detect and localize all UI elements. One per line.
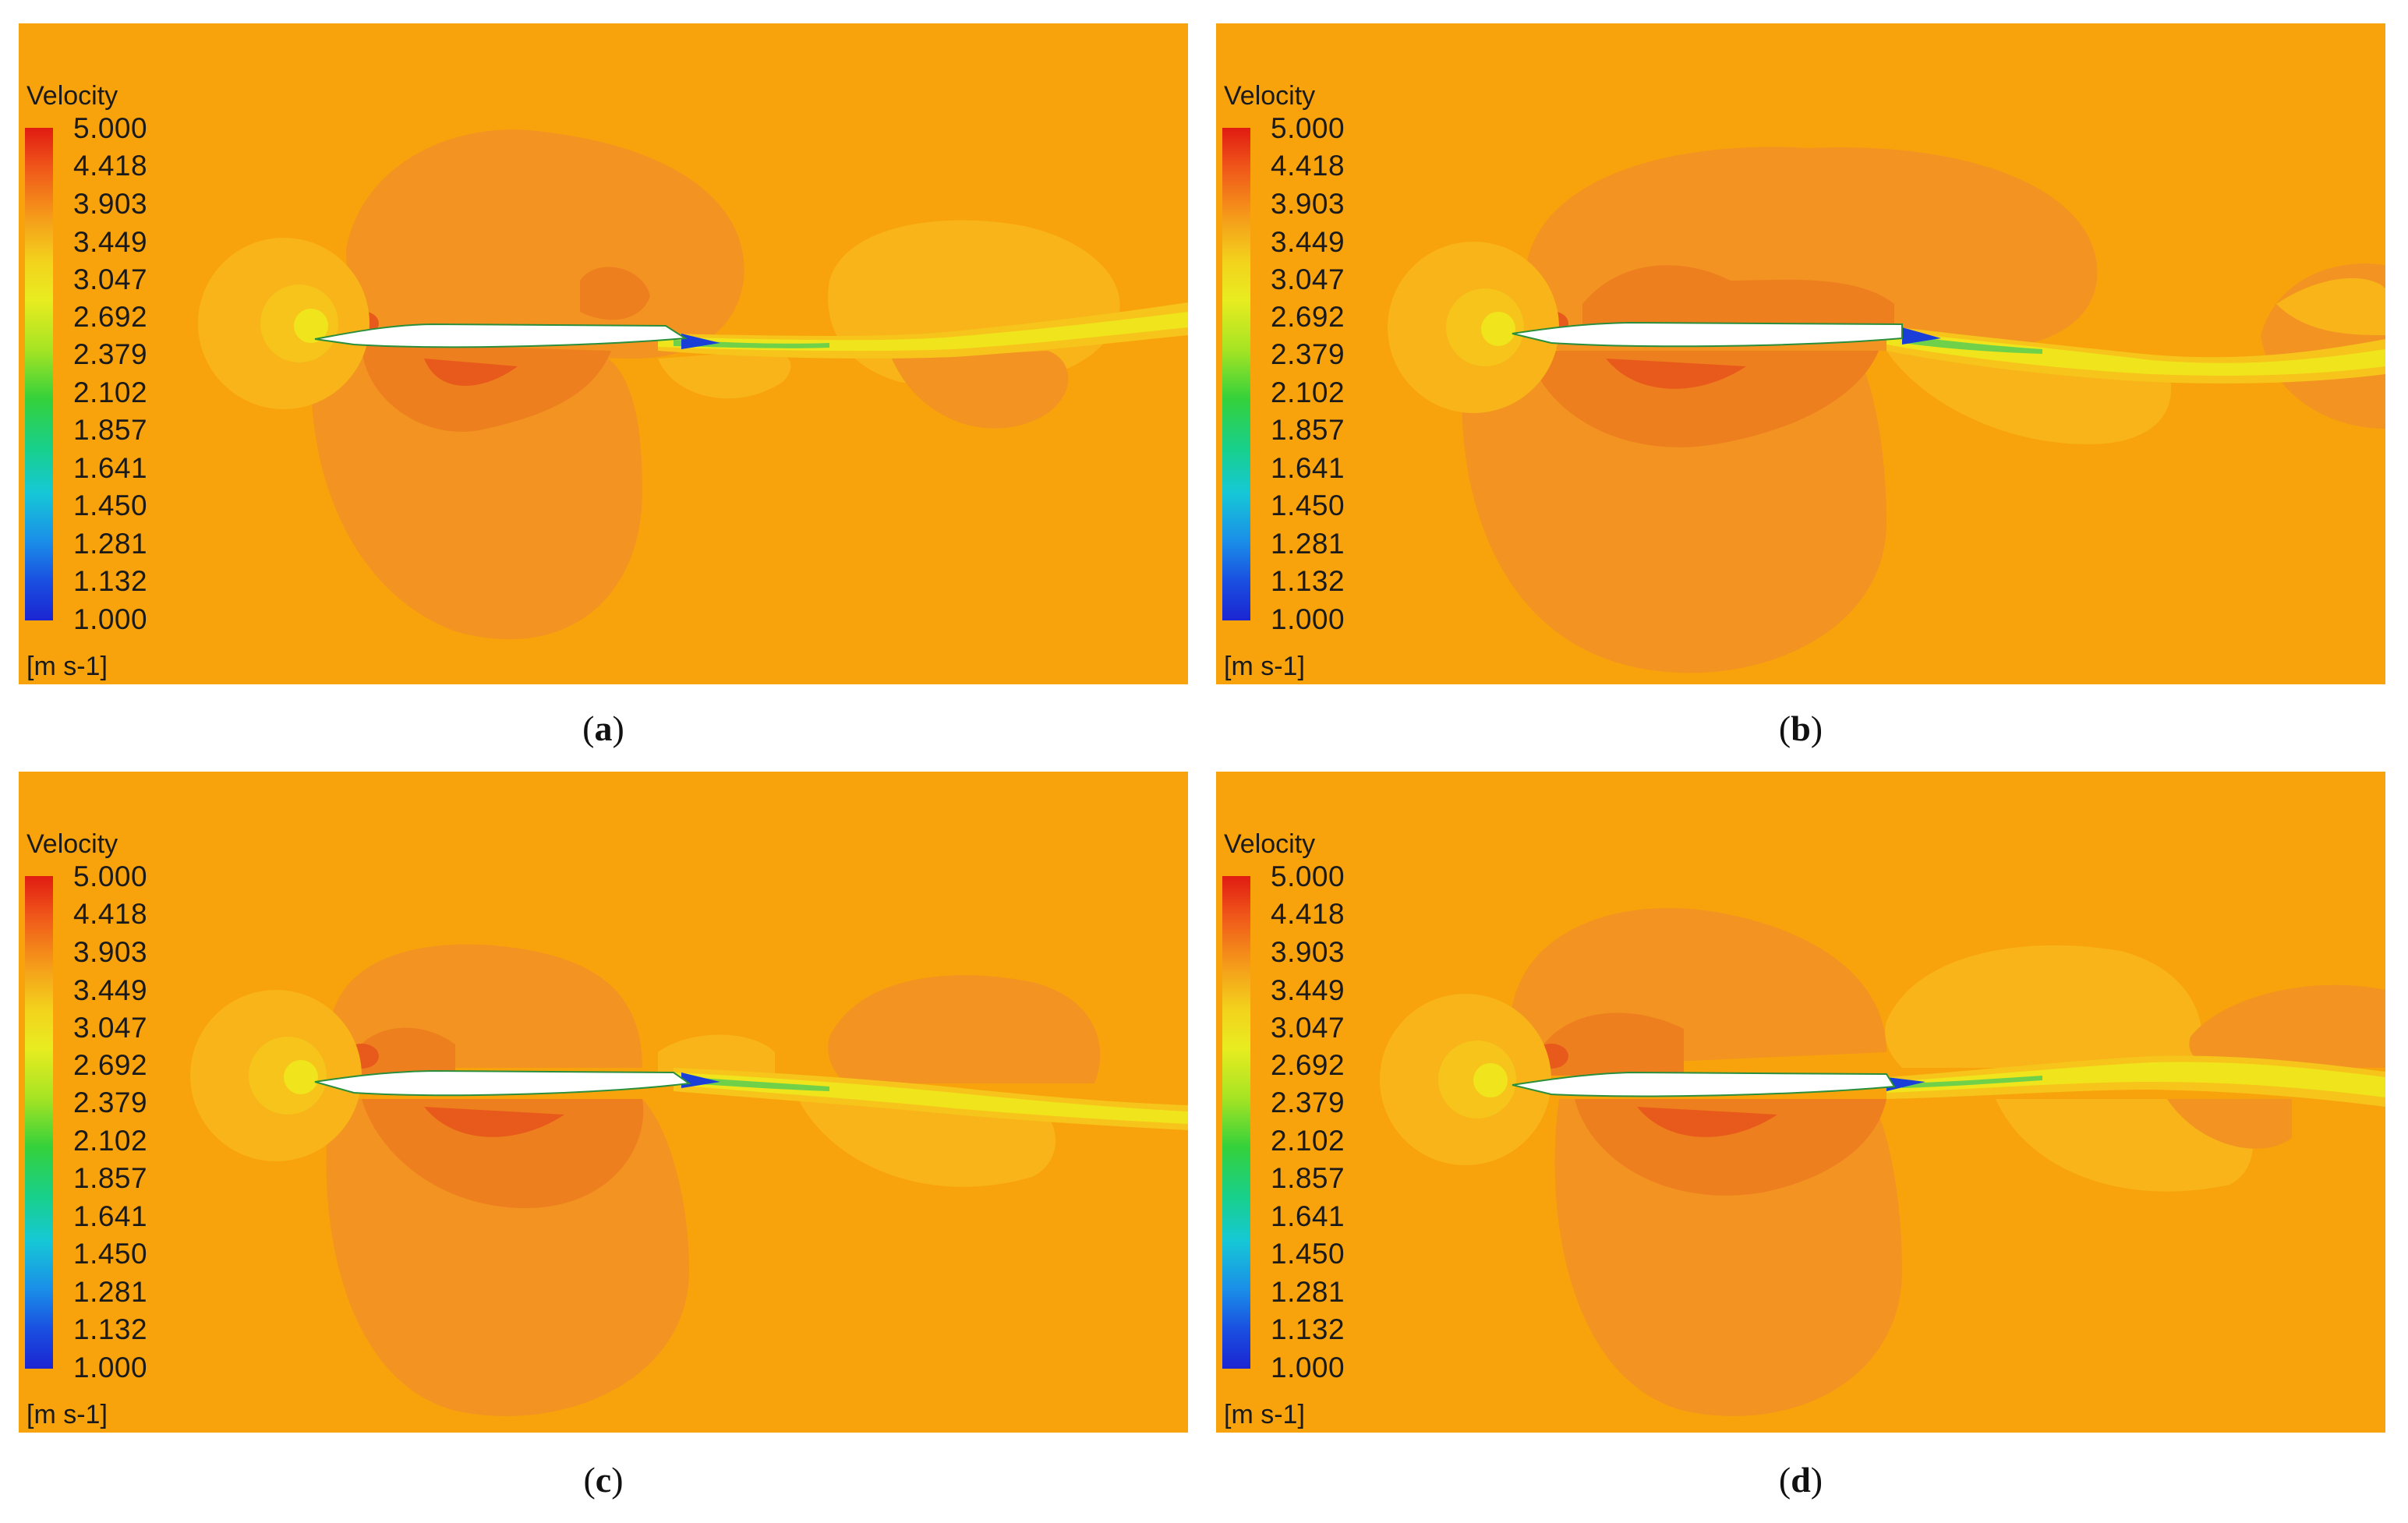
tick-label: 2.692 — [73, 1049, 148, 1081]
legend-title: Velocity — [1224, 81, 1316, 111]
tick-label: 4.418 — [73, 150, 148, 182]
unit-label: [m s-1] — [27, 652, 108, 681]
legend-title: Velocity — [27, 81, 118, 111]
tick-label: 3.047 — [1271, 263, 1345, 295]
colorbar — [25, 128, 53, 620]
unit-label: [m s-1] — [1224, 1400, 1305, 1429]
caption-letter: d — [1791, 1460, 1811, 1500]
tick-label: 5.000 — [73, 112, 148, 144]
tick-label: 1.641 — [1271, 452, 1345, 484]
tick-label: 1.857 — [73, 414, 148, 446]
tick-label: 3.449 — [73, 974, 148, 1006]
tick-label: 1.641 — [1271, 1200, 1345, 1232]
tick-label: 4.418 — [73, 898, 148, 930]
tick-label: 1.000 — [73, 1352, 148, 1383]
tick-label: 1.857 — [1271, 1162, 1345, 1194]
tick-label: 3.903 — [1271, 936, 1345, 968]
contour-panel-b: Velocity 5.000 4.418 3.903 3.449 3.047 2… — [1216, 23, 2385, 684]
tick-label: 1.857 — [1271, 414, 1345, 446]
contour-panel-a: Velocity 5.000 4.418 3.903 3.449 3.047 2… — [19, 23, 1188, 684]
tick-label: 2.379 — [73, 1087, 148, 1118]
tick-label: 1.281 — [1271, 1276, 1345, 1308]
tick-label: 2.102 — [1271, 1125, 1345, 1157]
tick-label: 3.449 — [1271, 226, 1345, 258]
velocity-field-c — [19, 772, 1188, 1433]
tick-label: 5.000 — [73, 860, 148, 892]
tick-label: 2.102 — [73, 376, 148, 408]
tick-label: 2.102 — [73, 1125, 148, 1157]
contour-panel-d: Velocity 5.000 4.418 3.903 3.449 3.047 2… — [1216, 772, 2385, 1433]
tick-label: 3.449 — [1271, 974, 1345, 1006]
tick-label: 2.379 — [1271, 1087, 1345, 1118]
tick-label: 2.692 — [1271, 301, 1345, 333]
tick-label: 1.000 — [1271, 1352, 1345, 1383]
tick-label: 1.132 — [1271, 1313, 1345, 1345]
tick-label: 3.903 — [73, 936, 148, 968]
tick-label: 4.418 — [1271, 150, 1345, 182]
tick-label: 1.641 — [73, 452, 148, 484]
caption-b: (b) — [1778, 708, 1823, 748]
tick-label: 3.903 — [73, 188, 148, 220]
tick-label: 1.450 — [73, 1238, 148, 1270]
velocity-field-b — [1216, 23, 2385, 684]
tick-label: 1.132 — [1271, 565, 1345, 597]
tick-label: 1.641 — [73, 1200, 148, 1232]
tick-label: 1.132 — [73, 565, 148, 597]
tick-label: 2.692 — [73, 301, 148, 333]
tick-label: 1.281 — [73, 528, 148, 560]
tick-label: 3.449 — [73, 226, 148, 258]
legend-title: Velocity — [27, 829, 118, 859]
tick-label: 3.047 — [73, 1012, 148, 1044]
tick-label: 1.450 — [1271, 1238, 1345, 1270]
tick-label: 5.000 — [1271, 860, 1345, 892]
tick-label: 5.000 — [1271, 112, 1345, 144]
tick-label: 4.418 — [1271, 898, 1345, 930]
unit-label: [m s-1] — [27, 1400, 108, 1429]
colorbar — [25, 876, 53, 1369]
tick-label: 1.281 — [1271, 528, 1345, 560]
colorbar — [1222, 128, 1250, 620]
contour-panel-c: Velocity 5.000 4.418 3.903 3.449 3.047 2… — [19, 772, 1188, 1433]
caption-letter: b — [1791, 708, 1811, 748]
tick-label: 1.000 — [73, 603, 148, 635]
caption-a: (a) — [582, 708, 624, 748]
velocity-field-d — [1216, 772, 2385, 1433]
tick-label: 2.379 — [1271, 338, 1345, 370]
unit-label: [m s-1] — [1224, 652, 1305, 681]
tick-label: 1.450 — [73, 489, 148, 521]
tick-label: 1.450 — [1271, 489, 1345, 521]
tick-label: 3.903 — [1271, 188, 1345, 220]
caption-d: (d) — [1778, 1460, 1823, 1500]
tick-label: 3.047 — [73, 263, 148, 295]
velocity-field-a — [19, 23, 1188, 684]
caption-c: (c) — [583, 1460, 624, 1500]
tick-label: 2.692 — [1271, 1049, 1345, 1081]
tick-label: 1.857 — [73, 1162, 148, 1194]
tick-label: 2.102 — [1271, 376, 1345, 408]
tick-label: 1.000 — [1271, 603, 1345, 635]
tick-label: 1.281 — [73, 1276, 148, 1308]
tick-label: 3.047 — [1271, 1012, 1345, 1044]
caption-letter: c — [595, 1460, 612, 1500]
caption-letter: a — [594, 708, 613, 748]
tick-label: 1.132 — [73, 1313, 148, 1345]
colorbar — [1222, 876, 1250, 1369]
legend-title: Velocity — [1224, 829, 1316, 859]
tick-label: 2.379 — [73, 338, 148, 370]
